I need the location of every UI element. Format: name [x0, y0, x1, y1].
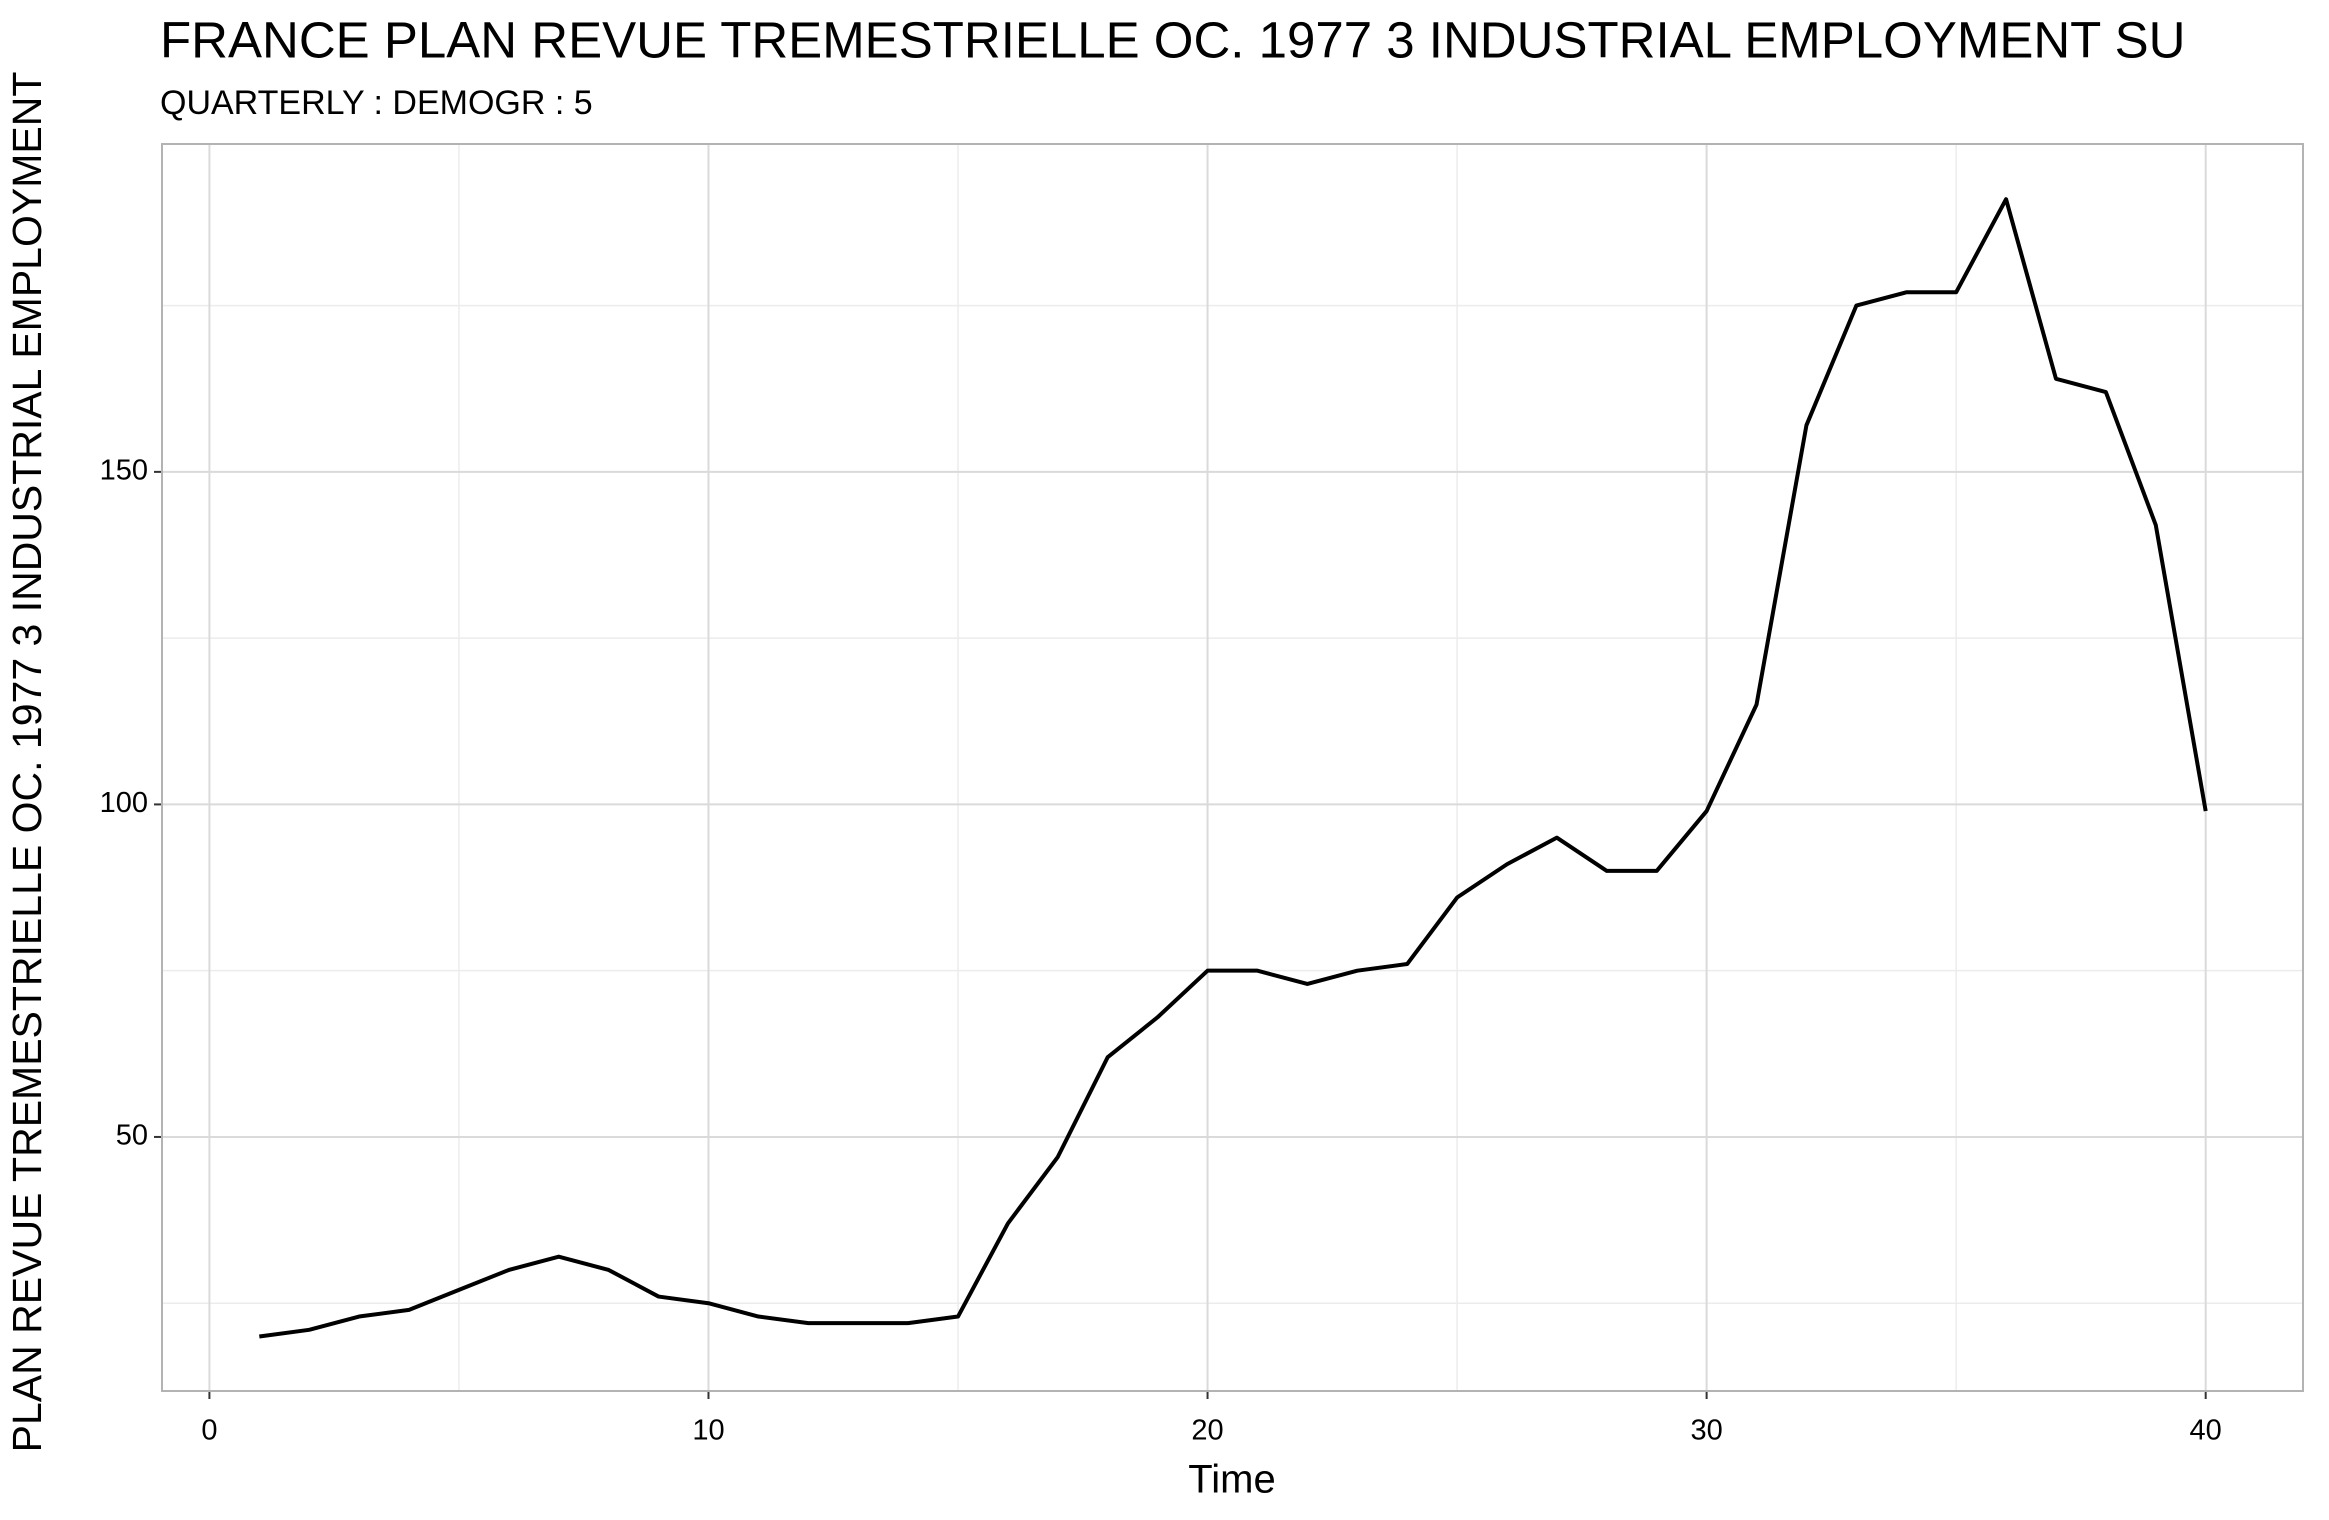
x-tick-label: 20	[1191, 1415, 1223, 1447]
y-tick-label: 150	[100, 455, 148, 487]
panel-border	[161, 143, 2304, 1392]
chart-subtitle: QUARTERLY : DEMOGR : 5	[160, 84, 593, 122]
x-tick-label: 40	[2190, 1415, 2222, 1447]
x-axis-title: Time	[1188, 1458, 1275, 1502]
chart-title: FRANCE PLAN REVUE TREMESTRIELLE OC. 1977…	[160, 11, 2185, 68]
x-tick-label: 0	[201, 1415, 217, 1447]
data-line	[259, 197, 2208, 1339]
plot-area: 0 10 20 30 40 50 100 150	[100, 143, 2304, 1447]
y-tick-label: 50	[116, 1120, 148, 1152]
y-tick-label: 100	[100, 787, 148, 819]
x-tick-label: 10	[692, 1415, 724, 1447]
x-tick-label: 30	[1690, 1415, 1722, 1447]
y-axis-title: PLAN REVUE TREMESTRIELLE OC. 1977 3 INDU…	[4, 72, 50, 1453]
